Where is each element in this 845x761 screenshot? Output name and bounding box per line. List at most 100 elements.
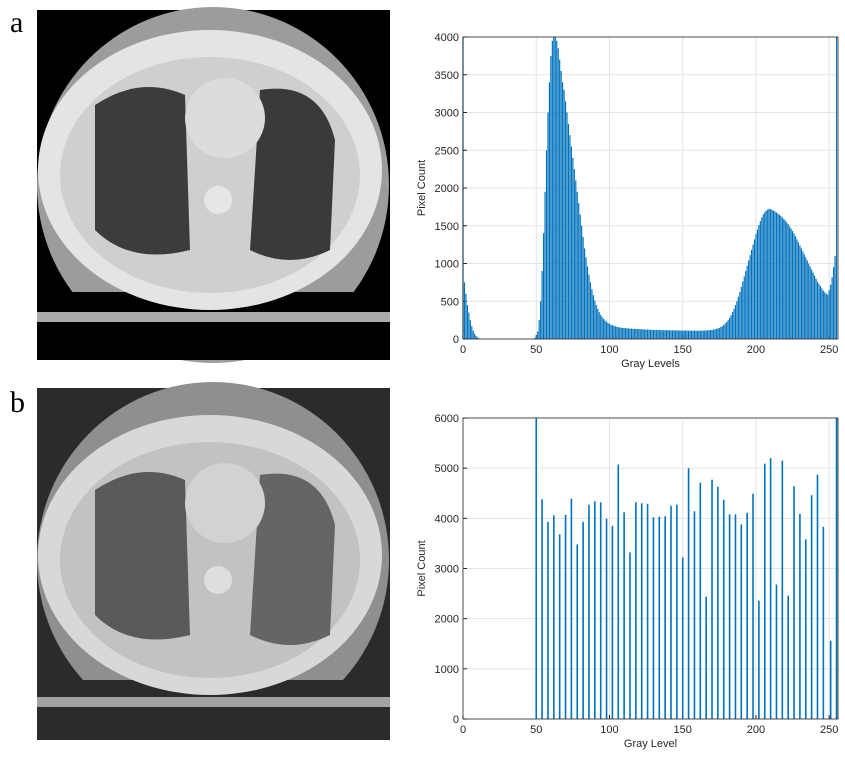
bar bbox=[606, 519, 608, 719]
bar bbox=[569, 135, 570, 339]
bar bbox=[603, 319, 604, 339]
bar bbox=[741, 287, 742, 339]
bar bbox=[767, 210, 768, 339]
bar bbox=[618, 327, 619, 339]
bar bbox=[687, 331, 688, 339]
bar bbox=[796, 239, 797, 339]
bar bbox=[757, 230, 758, 339]
bar bbox=[593, 295, 594, 339]
bar bbox=[821, 288, 822, 339]
y-tick-label: 2000 bbox=[435, 614, 459, 626]
bar bbox=[580, 214, 581, 339]
bar bbox=[568, 124, 569, 339]
bar bbox=[599, 312, 600, 339]
bar bbox=[716, 329, 717, 339]
bar bbox=[544, 192, 545, 339]
y-tick-label: 1000 bbox=[435, 664, 459, 676]
bar bbox=[729, 318, 730, 339]
bar bbox=[535, 418, 537, 719]
bar bbox=[656, 330, 657, 339]
bar bbox=[651, 330, 652, 339]
bar bbox=[834, 256, 835, 339]
bar bbox=[824, 292, 825, 339]
bar bbox=[755, 234, 756, 339]
bar bbox=[700, 483, 702, 719]
bar bbox=[836, 37, 837, 339]
x-tick-label: 150 bbox=[674, 344, 692, 356]
x-tick-label: 150 bbox=[674, 724, 692, 736]
bar bbox=[663, 330, 664, 339]
panel-label: b bbox=[10, 386, 25, 419]
bar bbox=[664, 516, 666, 719]
bar bbox=[832, 277, 833, 339]
bar bbox=[726, 322, 727, 339]
bar bbox=[770, 209, 771, 339]
bar bbox=[470, 320, 471, 339]
bar bbox=[729, 514, 731, 719]
bar bbox=[786, 222, 787, 339]
bar bbox=[723, 500, 725, 719]
bar bbox=[553, 515, 555, 719]
bar bbox=[468, 313, 469, 339]
bar bbox=[810, 267, 811, 339]
bar bbox=[770, 458, 772, 719]
bar bbox=[750, 255, 751, 339]
bar bbox=[607, 323, 608, 339]
y-axis-label: Pixel Count bbox=[416, 160, 428, 216]
bar bbox=[672, 330, 673, 339]
bar bbox=[801, 248, 802, 339]
bar bbox=[707, 330, 708, 339]
y-tick-label: 1500 bbox=[435, 221, 459, 233]
bar bbox=[779, 215, 780, 339]
bar bbox=[539, 320, 540, 339]
bar bbox=[542, 271, 543, 339]
bar bbox=[798, 242, 799, 339]
bar bbox=[590, 282, 591, 339]
bar bbox=[717, 328, 718, 339]
bar bbox=[582, 522, 584, 719]
bar bbox=[758, 225, 759, 339]
bar bbox=[640, 329, 641, 339]
bar bbox=[795, 236, 796, 339]
bar bbox=[764, 464, 766, 719]
bar bbox=[720, 327, 721, 339]
bar bbox=[591, 289, 592, 339]
bar bbox=[540, 301, 541, 339]
bar bbox=[471, 326, 472, 339]
y-tick-label: 2000 bbox=[435, 183, 459, 195]
bar bbox=[763, 214, 764, 339]
bar bbox=[830, 285, 831, 339]
bar bbox=[815, 279, 816, 339]
bar bbox=[735, 514, 737, 719]
bar bbox=[634, 329, 635, 339]
ct-image bbox=[37, 382, 390, 740]
bar bbox=[635, 502, 637, 719]
bar bbox=[647, 330, 648, 339]
bar bbox=[549, 82, 550, 339]
y-tick-label: 4000 bbox=[435, 513, 459, 525]
bar bbox=[547, 113, 548, 340]
bar bbox=[474, 334, 475, 339]
bar bbox=[556, 41, 557, 339]
bar bbox=[562, 82, 563, 339]
bar bbox=[565, 515, 567, 719]
y-tick-label: 4000 bbox=[435, 32, 459, 44]
bar bbox=[684, 331, 685, 339]
bar bbox=[733, 309, 734, 339]
bar bbox=[776, 213, 777, 339]
bar bbox=[565, 101, 566, 339]
bar bbox=[694, 511, 696, 719]
bar bbox=[746, 513, 748, 719]
bar bbox=[625, 328, 626, 339]
bar bbox=[581, 226, 582, 339]
bar bbox=[559, 60, 560, 339]
bar bbox=[558, 48, 559, 339]
bar bbox=[789, 227, 790, 339]
bar bbox=[805, 257, 806, 339]
bar bbox=[760, 221, 761, 339]
bar bbox=[653, 517, 655, 719]
bar bbox=[676, 330, 677, 339]
bar bbox=[678, 330, 679, 339]
bar bbox=[669, 330, 670, 339]
bar bbox=[709, 330, 710, 339]
